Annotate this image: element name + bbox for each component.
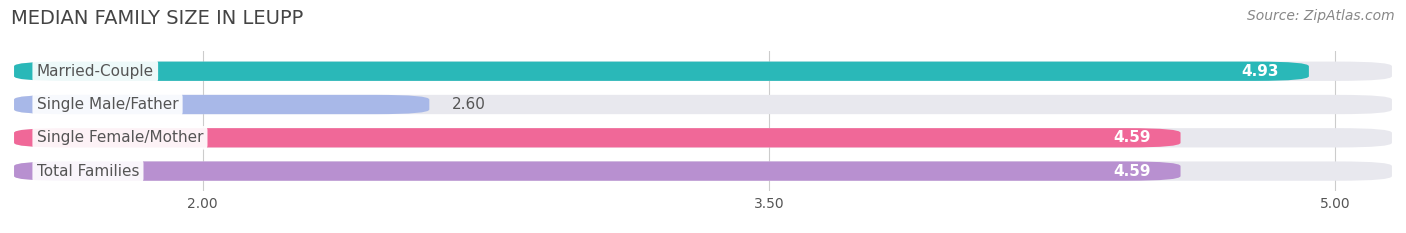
Text: Married-Couple: Married-Couple	[37, 64, 153, 79]
FancyBboxPatch shape	[14, 95, 1392, 114]
FancyBboxPatch shape	[14, 62, 1392, 81]
Text: Source: ZipAtlas.com: Source: ZipAtlas.com	[1247, 9, 1395, 23]
Text: Single Female/Mother: Single Female/Mother	[37, 130, 204, 145]
Text: 2.60: 2.60	[451, 97, 486, 112]
Text: 4.59: 4.59	[1112, 164, 1150, 178]
FancyBboxPatch shape	[14, 161, 1181, 181]
Text: 4.93: 4.93	[1241, 64, 1278, 79]
FancyBboxPatch shape	[14, 62, 1309, 81]
FancyBboxPatch shape	[14, 128, 1392, 147]
FancyBboxPatch shape	[14, 128, 1181, 147]
Text: 4.59: 4.59	[1112, 130, 1150, 145]
Text: MEDIAN FAMILY SIZE IN LEUPP: MEDIAN FAMILY SIZE IN LEUPP	[11, 9, 304, 28]
Text: Single Male/Father: Single Male/Father	[37, 97, 179, 112]
FancyBboxPatch shape	[14, 161, 1392, 181]
FancyBboxPatch shape	[14, 95, 429, 114]
Text: Total Families: Total Families	[37, 164, 139, 178]
